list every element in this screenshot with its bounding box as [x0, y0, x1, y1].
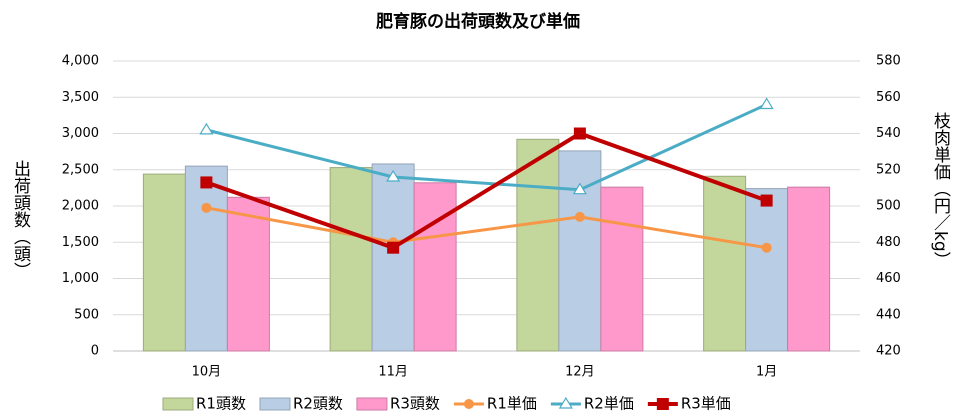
y2-tick-label: 460: [876, 271, 901, 286]
legend-label: R1頭数: [196, 395, 246, 413]
bar: [745, 188, 789, 352]
chart-title: 肥育豚の出荷頭数及び単価: [376, 11, 580, 32]
y2-tick-label: 420: [876, 344, 901, 359]
marker: [387, 241, 400, 254]
bar: [703, 175, 747, 352]
bar: [413, 182, 457, 352]
marker: [761, 242, 772, 253]
legend-swatch: [259, 397, 291, 411]
y-tick-label: 0: [91, 344, 99, 359]
y2-tick-label: 480: [876, 235, 901, 250]
bar: [184, 165, 228, 352]
x-tick-label: 10月: [192, 365, 222, 380]
marker: [573, 127, 586, 140]
marker: [201, 202, 212, 213]
y2-tick-label: 520: [876, 162, 901, 177]
legend-swatch: [162, 397, 194, 411]
y-tick-label: 3,000: [62, 126, 99, 141]
x-tick-label: 11月: [378, 365, 408, 380]
marker: [572, 182, 587, 195]
legend-label: R2頭数: [293, 395, 343, 413]
marker: [574, 211, 585, 222]
legend-label: R2単価: [584, 395, 634, 413]
y-tick-label: 1,000: [62, 271, 99, 286]
bar: [329, 167, 373, 352]
y2-tick-label: 540: [876, 126, 901, 141]
y-tick-label: 2,000: [62, 199, 99, 214]
line: [205, 131, 768, 250]
y-tick-label: 4,000: [62, 54, 99, 69]
bar: [558, 150, 602, 352]
y2-tick-label: 500: [876, 199, 901, 214]
bar: [371, 163, 415, 352]
legend-label: R3頭数: [390, 395, 440, 413]
x-tick-label: 12月: [565, 365, 595, 380]
marker: [200, 176, 213, 189]
y-axis-title: 出荷頭数（頭）: [10, 160, 31, 279]
y-tick-label: 3,500: [62, 90, 99, 105]
y2-tick-label: 440: [876, 307, 901, 322]
bar: [226, 196, 270, 352]
bar: [600, 186, 644, 352]
y-tick-label: 1,500: [62, 235, 99, 250]
bar: [142, 173, 186, 352]
line: [206, 103, 768, 192]
marker: [558, 396, 573, 409]
marker: [199, 122, 214, 135]
marker: [759, 97, 774, 110]
marker: [386, 169, 401, 182]
legend-swatch: [356, 397, 388, 411]
marker: [760, 194, 773, 207]
marker: [656, 398, 669, 410]
y2-tick-label: 560: [876, 90, 901, 105]
legend-label: R3単価: [681, 395, 731, 413]
y-tick-label: 2,500: [62, 162, 99, 177]
y2-axis-title: 枝肉単価（円／kg）: [930, 112, 951, 269]
line: [206, 206, 767, 250]
legend-label: R1単価: [487, 395, 537, 413]
y2-tick-label: 580: [876, 54, 901, 69]
y-tick-label: 500: [74, 307, 99, 322]
bar: [516, 138, 560, 352]
bar: [787, 186, 831, 352]
x-tick-label: 1月: [756, 365, 777, 380]
marker: [463, 399, 474, 409]
